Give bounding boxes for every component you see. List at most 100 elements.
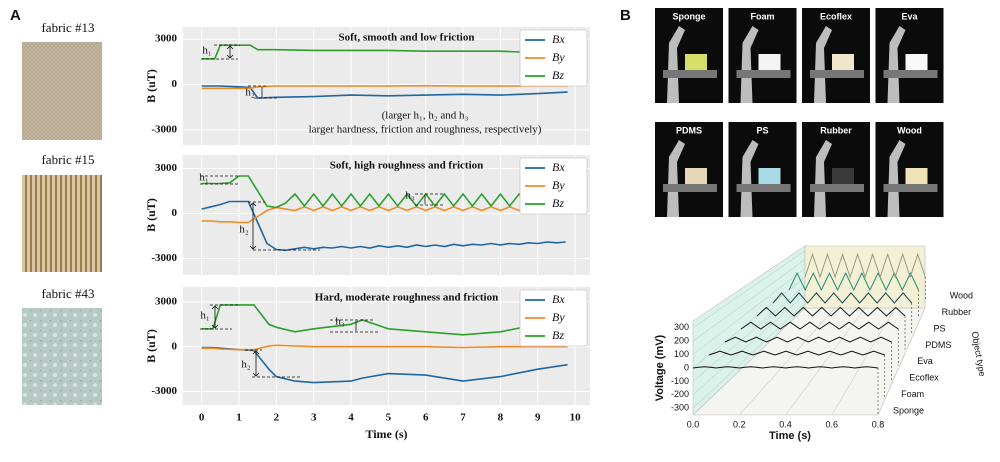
series-label: Sponge	[893, 405, 924, 415]
series-line	[788, 271, 919, 292]
fabric-image	[22, 42, 102, 140]
legend-label: Bz	[552, 68, 564, 82]
x-tick-label: 0.2	[733, 419, 746, 429]
series-line	[724, 336, 892, 343]
series-line	[804, 252, 926, 279]
x-tick-label: 6	[423, 412, 429, 424]
series-label: Wood	[950, 291, 973, 301]
photo-label: Rubber	[820, 125, 852, 135]
x-tick-label: 2	[274, 412, 280, 424]
annotation: h₁	[200, 310, 210, 322]
photo-grid: Sponge Foam Ecoflex Eva PDMS PS Rubber Wood	[655, 8, 944, 217]
robot-arm	[887, 26, 906, 103]
stage	[663, 70, 717, 78]
sample	[685, 54, 707, 70]
legend-label: By	[552, 178, 565, 192]
y-tick-label: 300	[674, 322, 689, 332]
stage	[883, 184, 938, 192]
stage	[663, 184, 717, 192]
series-label: Rubber	[942, 307, 972, 317]
legend-label: Bx	[552, 160, 565, 174]
dash-line	[415, 193, 445, 206]
robot-arm	[814, 26, 832, 103]
panel-label: A	[10, 7, 21, 24]
robot-arm	[740, 140, 759, 217]
fabric-image	[22, 308, 102, 405]
robot-arm	[740, 26, 759, 103]
series-label: Ecoflex	[909, 373, 939, 383]
y-tick-label: 0	[684, 362, 689, 372]
series-line	[708, 350, 885, 356]
dash-line	[245, 349, 300, 378]
dash-line	[248, 201, 320, 251]
annotation: (larger h₁, h₂ and h₃	[382, 110, 469, 122]
grid-line	[739, 307, 836, 416]
arrow	[226, 45, 234, 59]
photo-label: Foam	[750, 11, 774, 21]
grid-line	[692, 276, 806, 369]
y-tick-label: -3000	[151, 252, 177, 264]
series-line	[201, 200, 566, 252]
sample	[832, 168, 854, 184]
y-tick-label: 3000	[155, 162, 178, 174]
y-tick-label: -300	[671, 403, 689, 413]
x-tick-label: 0	[199, 412, 205, 424]
grid-line	[692, 285, 806, 382]
series-label: Eva	[917, 356, 933, 366]
stage	[883, 70, 938, 78]
grid-line	[692, 294, 806, 396]
x-tick-label: 4	[348, 412, 354, 424]
x-tick-label: 1	[236, 412, 242, 424]
series-line	[201, 205, 566, 224]
legend-box	[519, 157, 588, 215]
photo-label: Wood	[897, 125, 922, 135]
x-tick-label: 0.4	[779, 419, 792, 429]
y-tick-label: 0	[172, 207, 178, 219]
annotations: h₁ h₂ (larger h₁, h₂ and h₃ larger hardn…	[199, 44, 542, 378]
x-tick-label: 5	[386, 412, 392, 424]
legend-label: By	[552, 310, 565, 324]
series-line	[201, 175, 567, 209]
x-axis-label: Time (s)	[365, 427, 407, 441]
x-tick-label: 0.6	[825, 419, 838, 429]
annotation: h₁	[202, 45, 212, 57]
chart-title: Soft, smooth and low friction	[339, 32, 475, 44]
dash-line	[201, 44, 240, 60]
grid-line	[692, 250, 806, 328]
sample	[905, 54, 928, 70]
sample	[832, 54, 854, 70]
annotation: h₂	[245, 87, 255, 99]
dash-line	[200, 175, 238, 185]
y-axis-label: B (uT)	[144, 198, 158, 232]
arrow	[211, 305, 219, 329]
stage	[810, 70, 864, 78]
dash-line	[248, 85, 278, 99]
grid-line	[692, 259, 806, 342]
robot-arm	[667, 26, 685, 103]
waterfall-chart: -300 -200 -100 0 100 200 300 0.0 0.2 0.4 0.6 0.8 Spo…	[654, 245, 988, 442]
legend-label: By	[552, 50, 565, 64]
x-tick-label: 0.8	[872, 419, 885, 429]
sample	[905, 168, 928, 184]
grid-line	[692, 302, 806, 409]
series-line	[772, 292, 913, 304]
sample	[758, 168, 781, 184]
grid-line	[692, 268, 806, 355]
series-label: Foam	[901, 389, 924, 399]
y-axis-label: B (uT)	[144, 69, 158, 103]
series-line	[201, 84, 568, 90]
y-axis-label: Voltage (mV)	[654, 334, 666, 401]
z-axis-label: Object type	[970, 331, 988, 378]
photo-label: PS	[756, 125, 768, 135]
grid-line	[692, 307, 806, 416]
y-tick-label: -100	[671, 376, 689, 386]
chart-title: Hard, moderate roughness and friction	[315, 292, 498, 304]
legend-box	[519, 289, 588, 347]
y-tick-label: 3000	[155, 33, 178, 45]
x-tick-label: 0.0	[687, 419, 700, 429]
y-tick-label: -3000	[151, 385, 177, 397]
fabric-label: fabric #13	[41, 20, 94, 35]
fabric-image	[22, 175, 102, 272]
legend-label: Bx	[552, 292, 565, 306]
